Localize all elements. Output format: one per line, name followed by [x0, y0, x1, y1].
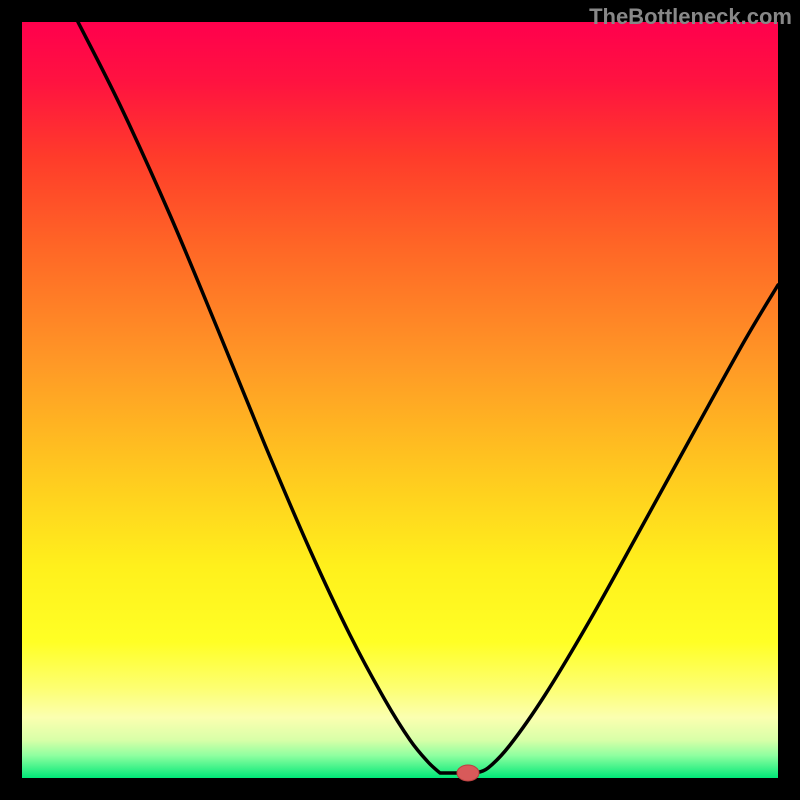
bottleneck-chart: TheBottleneck.com — [0, 0, 800, 800]
watermark-text: TheBottleneck.com — [589, 4, 792, 30]
optimal-point-marker — [457, 765, 479, 781]
chart-svg — [0, 0, 800, 800]
